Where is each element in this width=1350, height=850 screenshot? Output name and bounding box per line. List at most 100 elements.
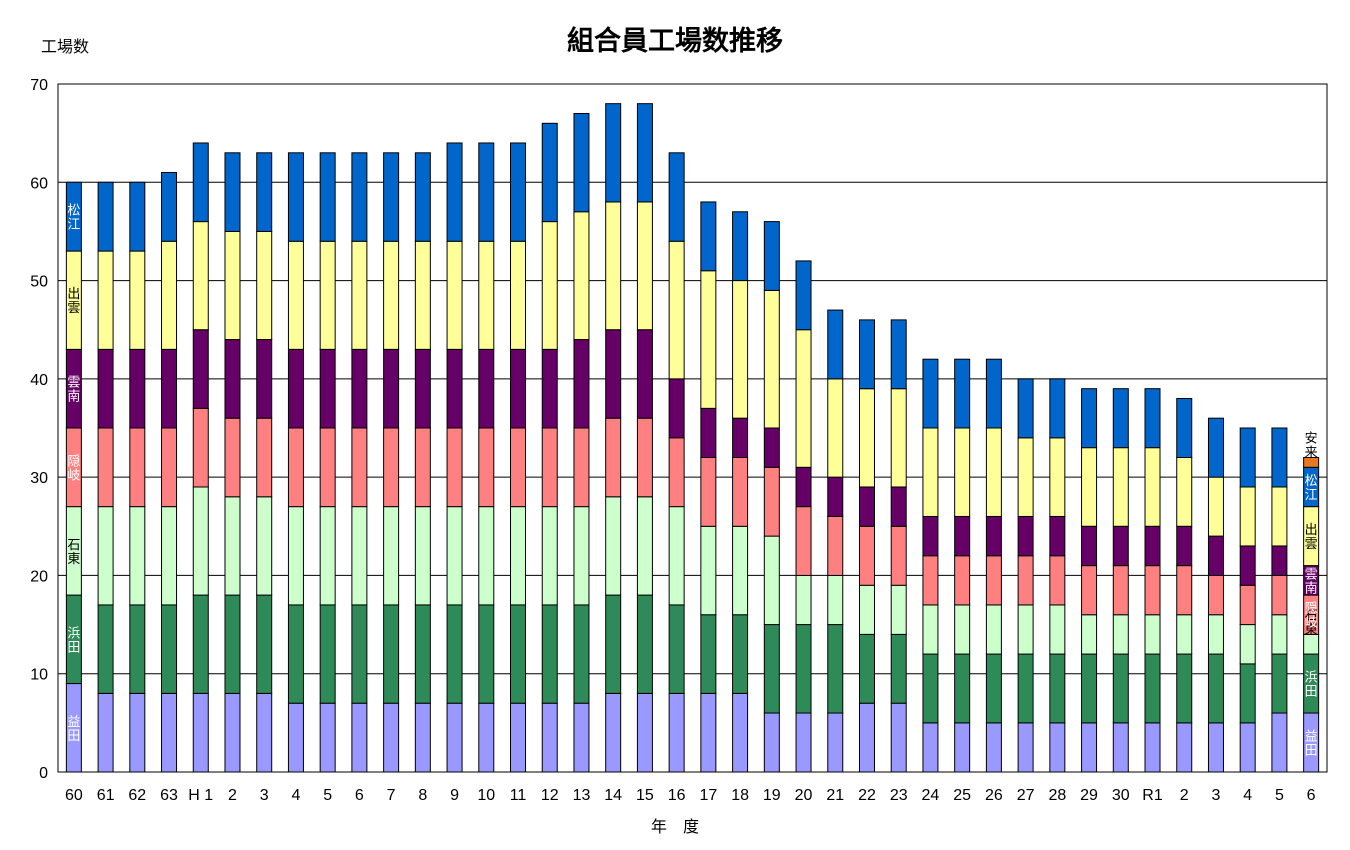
bar-segment bbox=[1081, 653, 1098, 724]
bar-segment bbox=[1207, 476, 1224, 537]
bar-segment bbox=[287, 348, 304, 429]
bar-stack bbox=[985, 358, 1002, 773]
bar-segment bbox=[827, 309, 844, 380]
bar-segment bbox=[858, 525, 875, 586]
bar-segment bbox=[573, 427, 590, 508]
bar-segment bbox=[1112, 388, 1129, 449]
bar-segment bbox=[1303, 456, 1320, 468]
bar-stack bbox=[1017, 378, 1034, 773]
bar-segment bbox=[795, 466, 812, 508]
bar-stack bbox=[161, 171, 178, 773]
bar-segment bbox=[1112, 565, 1129, 616]
y-tick-label: 70 bbox=[30, 77, 48, 94]
bar-segment bbox=[636, 329, 653, 419]
bar-stack bbox=[1239, 427, 1256, 773]
bar-segment bbox=[161, 427, 178, 508]
bar-stack bbox=[1049, 378, 1066, 773]
bar-segment bbox=[573, 604, 590, 704]
bar-segment bbox=[541, 604, 558, 704]
bar-segment bbox=[827, 624, 844, 714]
bar-segment bbox=[1176, 653, 1193, 724]
bar-segment bbox=[636, 692, 653, 773]
bar-segment bbox=[478, 604, 495, 704]
bar-segment bbox=[446, 427, 463, 508]
x-tick-label: 13 bbox=[573, 787, 591, 804]
bar-segment bbox=[1176, 614, 1193, 655]
bar-segment bbox=[478, 702, 495, 773]
bar-segment bbox=[1207, 574, 1224, 616]
bar-segment bbox=[1144, 722, 1161, 773]
bar-segment bbox=[858, 702, 875, 773]
bar-segment bbox=[985, 515, 1002, 557]
bar-segment bbox=[890, 319, 907, 390]
x-tick-label: R1 bbox=[1142, 787, 1163, 804]
bar-stack bbox=[605, 103, 622, 773]
bar-stack bbox=[319, 152, 336, 773]
bar-segment bbox=[319, 348, 336, 429]
bar-segment bbox=[414, 506, 431, 606]
bar-segment bbox=[573, 112, 590, 213]
bar-stack bbox=[446, 142, 463, 773]
bar-segment bbox=[510, 348, 527, 429]
bar-segment bbox=[446, 702, 463, 773]
bar-stack bbox=[1081, 388, 1098, 773]
bar-stack bbox=[351, 152, 368, 773]
bar-segment bbox=[510, 604, 527, 704]
bar-segment bbox=[1081, 447, 1098, 527]
bar-segment bbox=[1112, 447, 1129, 527]
bar-segment bbox=[510, 142, 527, 242]
bar-segment bbox=[922, 604, 939, 655]
bar-segment bbox=[827, 378, 844, 478]
bar-stack bbox=[414, 152, 431, 773]
bar-segment bbox=[351, 152, 368, 242]
bar-segment bbox=[605, 692, 622, 773]
bar-segment bbox=[700, 456, 717, 527]
bar-segment bbox=[922, 358, 939, 429]
x-tick-label: 21 bbox=[826, 787, 844, 804]
bar-segment bbox=[985, 604, 1002, 655]
bar-segment bbox=[97, 506, 114, 606]
bar-segment bbox=[1144, 565, 1161, 616]
bar-segment bbox=[224, 417, 241, 498]
bar-segment bbox=[1112, 614, 1129, 655]
bar-segment bbox=[1049, 515, 1066, 557]
bar-stack bbox=[795, 260, 812, 773]
x-tick-label: 4 bbox=[1243, 787, 1252, 804]
bar-segment bbox=[1207, 417, 1224, 478]
y-tick-label: 20 bbox=[30, 568, 48, 585]
series-label: 安来 bbox=[1305, 431, 1318, 460]
bar-segment bbox=[700, 692, 717, 773]
series-label: 松江 bbox=[1305, 474, 1318, 503]
bar-segment bbox=[1049, 378, 1066, 439]
bar-segment bbox=[129, 348, 146, 429]
bar-segment bbox=[129, 427, 146, 508]
bar-segment bbox=[1081, 388, 1098, 449]
bar-stack bbox=[541, 122, 558, 773]
bar-segment bbox=[256, 594, 273, 694]
bar-segment bbox=[668, 506, 685, 606]
bar-segment bbox=[605, 329, 622, 419]
bar-segment bbox=[1049, 653, 1066, 724]
bar-segment bbox=[922, 555, 939, 606]
y-tick-labels: 0 10 20 30 40 50 60 70 bbox=[30, 77, 48, 782]
bar-segment bbox=[954, 653, 971, 724]
bar-segment bbox=[446, 142, 463, 242]
series-label: 雲南 bbox=[1305, 567, 1318, 596]
bar-segment bbox=[763, 466, 780, 537]
x-tick-label: 22 bbox=[858, 787, 876, 804]
x-tick-label: 2 bbox=[1180, 787, 1189, 804]
bar-segment bbox=[795, 506, 812, 576]
bar-segment bbox=[351, 702, 368, 773]
y-tick-label: 0 bbox=[39, 765, 48, 782]
bar-segment bbox=[763, 712, 780, 773]
bar-segment bbox=[256, 152, 273, 232]
bar-segment bbox=[858, 319, 875, 390]
bar-segment bbox=[1049, 555, 1066, 606]
bar-segment bbox=[1271, 427, 1288, 488]
bar-segment bbox=[922, 653, 939, 724]
series-label: 浜田 bbox=[67, 626, 80, 655]
bar-segment bbox=[414, 702, 431, 773]
bar-segment bbox=[890, 584, 907, 635]
bar-segment bbox=[668, 378, 685, 439]
x-tick-labels: 60 61 62 63 H 1 2 3 4 5 6 7 8 9 10 11 12 13 14 15 16 17 18 19 2… bbox=[65, 787, 1316, 804]
